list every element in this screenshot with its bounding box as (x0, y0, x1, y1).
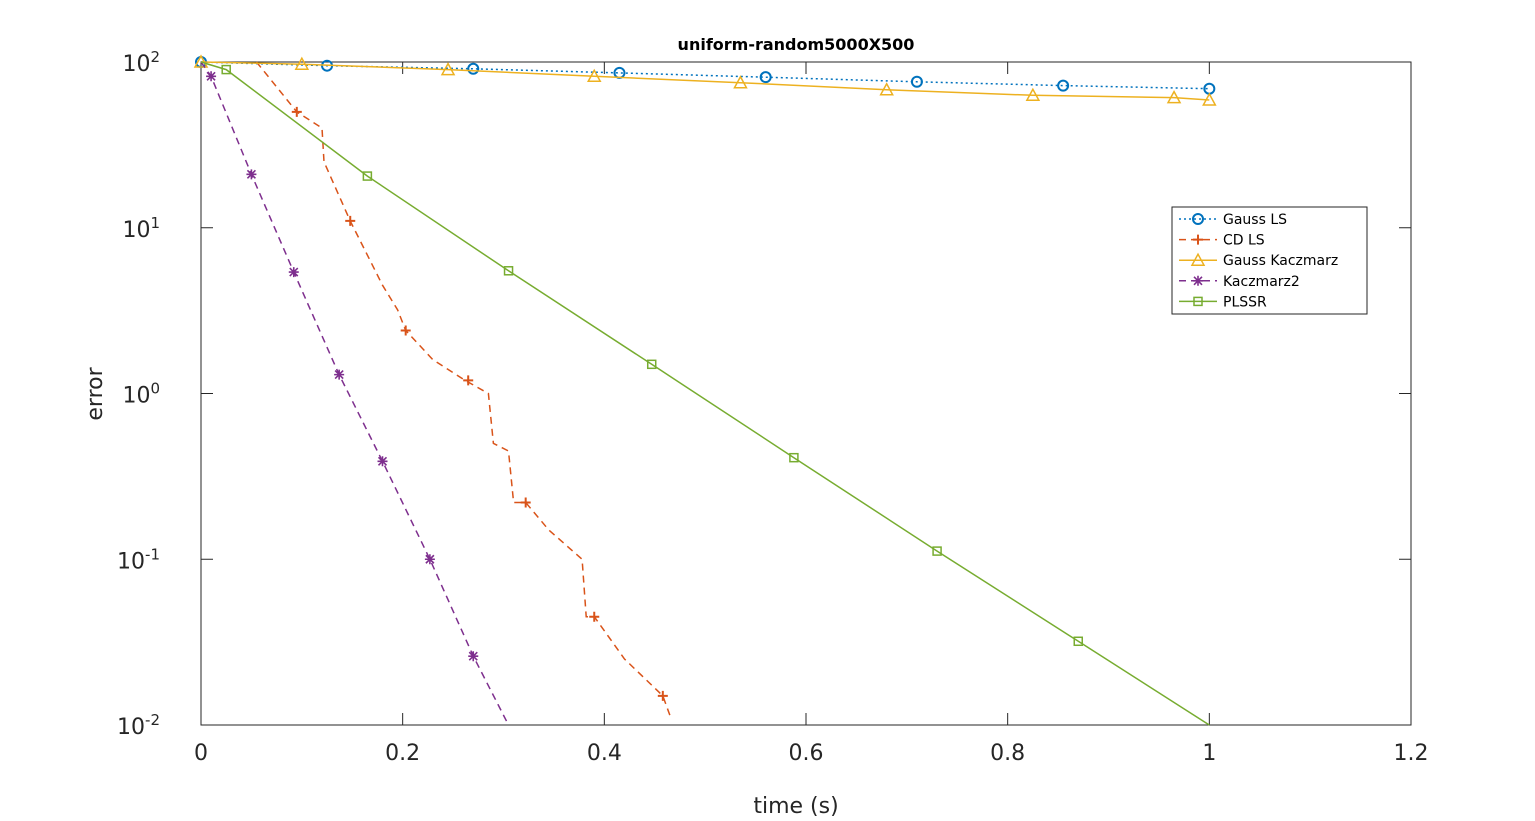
data-point-kaczmarz2 (468, 651, 479, 662)
data-point-kaczmarz2 (206, 71, 217, 82)
data-point-gauss-kaczmarz (1166, 90, 1182, 104)
data-point-kaczmarz2 (288, 267, 299, 278)
legend-label-gauss-ls: Gauss LS (1223, 212, 1287, 228)
series-line-cd-ls (255, 61, 672, 719)
x-axis-label: time (s) (753, 794, 838, 819)
data-point-gauss-kaczmarz (1025, 87, 1041, 102)
data-point-cd-ls (291, 106, 302, 117)
data-point-plssr (362, 171, 373, 181)
x-tick-label: 0.8 (990, 741, 1025, 766)
data-point-plssr (789, 452, 799, 463)
data-point-plssr (1073, 636, 1083, 647)
data-point-cd-ls (657, 690, 668, 701)
y-tick-label: 102 (122, 48, 160, 77)
data-point-cd-ls (520, 497, 531, 508)
x-tick-label: 1 (1202, 741, 1216, 766)
data-point-plssr (646, 359, 657, 370)
data-point-plssr (932, 546, 942, 556)
legend-marker-plssr (1193, 296, 1203, 307)
x-tick-label: 0.6 (789, 741, 824, 766)
data-point-cd-ls (400, 325, 411, 336)
data-point-gauss-kaczmarz (440, 62, 456, 76)
data-point-gauss-kaczmarz (1202, 92, 1217, 106)
plot-area: 0 0.2 0.4 0.6 0.8 1 1.2 10-2 10-1 100 101 102 (117, 48, 1428, 766)
data-point-gauss-ls (759, 71, 772, 84)
data-point-gauss-kaczmarz (733, 75, 748, 89)
legend-marker-cd-ls (1193, 234, 1203, 245)
data-point-cd-ls (463, 375, 474, 386)
legend-marker-gauss-ls (1192, 213, 1204, 225)
legend-label-kaczmarz2: Kaczmarz2 (1223, 274, 1300, 290)
data-point-gauss-kaczmarz (586, 68, 602, 83)
data-point-gauss-kaczmarz (294, 56, 310, 70)
data-point-kaczmarz2 (377, 456, 388, 467)
series-line-plssr (200, 61, 1210, 726)
data-point-plssr (221, 64, 231, 75)
legend-marker-gauss-kaczmarz (1190, 252, 1206, 266)
chart-title: uniform-random5000X500 (678, 35, 915, 54)
data-point-cd-ls (345, 215, 356, 226)
data-point-cd-ls (589, 611, 600, 622)
data-point-kaczmarz2 (334, 369, 345, 380)
legend-label-cd-ls: CD LS (1223, 233, 1265, 249)
y-tick-label: 100 (122, 380, 160, 409)
legend-marker-kaczmarz2 (1193, 275, 1203, 286)
x-tick-label: 0 (194, 741, 208, 766)
data-point-kaczmarz2 (424, 554, 435, 565)
axes-box (200, 61, 1412, 726)
y-tick-label: 10-2 (117, 711, 160, 740)
y-tick-label: 10-1 (117, 545, 160, 574)
legend-label-gauss-kaczmarz: Gauss Kaczmarz (1223, 253, 1338, 269)
legend: Gauss LS CD LS Gauss Kaczmarz Kaczmarz2 PLSS… (1171, 206, 1368, 315)
data-point-kaczmarz2 (246, 169, 257, 180)
data-point-gauss-kaczmarz (193, 54, 209, 68)
data-point-gauss-ls (1057, 79, 1070, 92)
x-tick-label: 0.2 (385, 741, 420, 766)
x-tick-label: 1.2 (1394, 741, 1429, 766)
legend-label-plssr: PLSSR (1223, 294, 1267, 310)
data-point-gauss-ls (467, 62, 480, 75)
y-tick-label: 101 (122, 214, 160, 243)
y-axis-label: error (83, 366, 108, 420)
x-tick-label: 0.4 (587, 741, 622, 766)
data-point-gauss-ls (910, 75, 923, 88)
data-point-gauss-kaczmarz (879, 82, 894, 96)
data-point-plssr (503, 266, 514, 276)
series-line-gauss-kaczmarz (200, 61, 1210, 101)
